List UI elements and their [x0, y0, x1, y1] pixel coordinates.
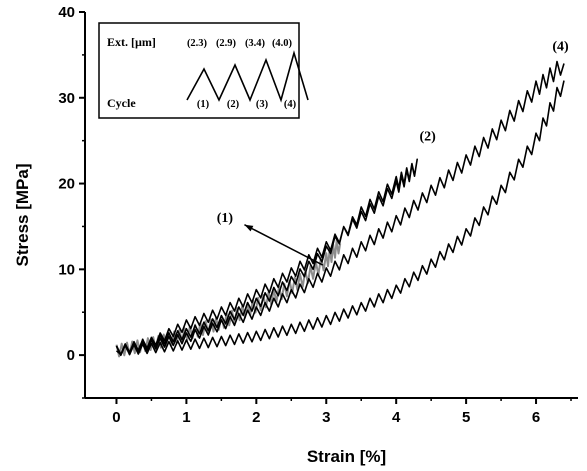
- x-tick-label: 0: [112, 409, 120, 426]
- inset-ext-value: (3.4): [245, 38, 266, 49]
- annotation-label: (1): [217, 211, 234, 226]
- y-tick-label: 30: [58, 90, 75, 107]
- annotation-label: (4): [552, 40, 569, 55]
- y-tick-label: 40: [58, 4, 75, 21]
- inset-cycle-number: (1): [197, 99, 210, 110]
- x-axis-label: Strain [%]: [307, 447, 386, 466]
- series-layer: [115, 60, 565, 358]
- inset-cycle-number: (4): [284, 99, 297, 110]
- inset-cycle-number: (3): [256, 99, 269, 110]
- annotation-arrowhead: [244, 224, 254, 232]
- inset-cycle-label: Cycle: [107, 96, 136, 110]
- series-line: [115, 60, 565, 356]
- annotation-layer: (1) (2) (4): [217, 40, 569, 266]
- inset-ext-label: Ext. [µm]: [107, 35, 156, 49]
- inset-ext-value: (2.3): [187, 38, 208, 49]
- axes: [84, 12, 578, 399]
- annotation-arrow: [244, 224, 324, 266]
- series-line: [115, 80, 565, 357]
- y-tick-label: 20: [58, 176, 75, 193]
- inset-ext-value: (4.0): [272, 38, 293, 49]
- y-axis-label: Stress [MPa]: [13, 164, 32, 267]
- annotation-label: (2): [419, 130, 436, 145]
- x-tick-label: 1: [182, 409, 190, 426]
- y-tick-label: 10: [58, 261, 75, 278]
- y-axis-ticks: 0 10 20 30 40: [58, 4, 85, 399]
- x-axis-ticks: 0 1 2 3 4 5 6: [112, 398, 572, 426]
- x-tick-label: 5: [462, 409, 470, 426]
- inset-ext-value: (2.9): [216, 38, 237, 49]
- y-tick-label: 0: [67, 347, 75, 364]
- x-tick-label: 3: [322, 409, 330, 426]
- x-tick-label: 2: [252, 409, 260, 426]
- inset-cycle-number: (2): [227, 99, 240, 110]
- x-tick-label: 4: [392, 409, 401, 426]
- x-tick-label: 6: [532, 409, 540, 426]
- inset-cycle-waveform: [186, 50, 309, 103]
- inset-legend: Ext. [µm] (2.3) (2.9) (3.4) (4.0) Cycle …: [98, 22, 309, 119]
- series-line: [115, 158, 419, 356]
